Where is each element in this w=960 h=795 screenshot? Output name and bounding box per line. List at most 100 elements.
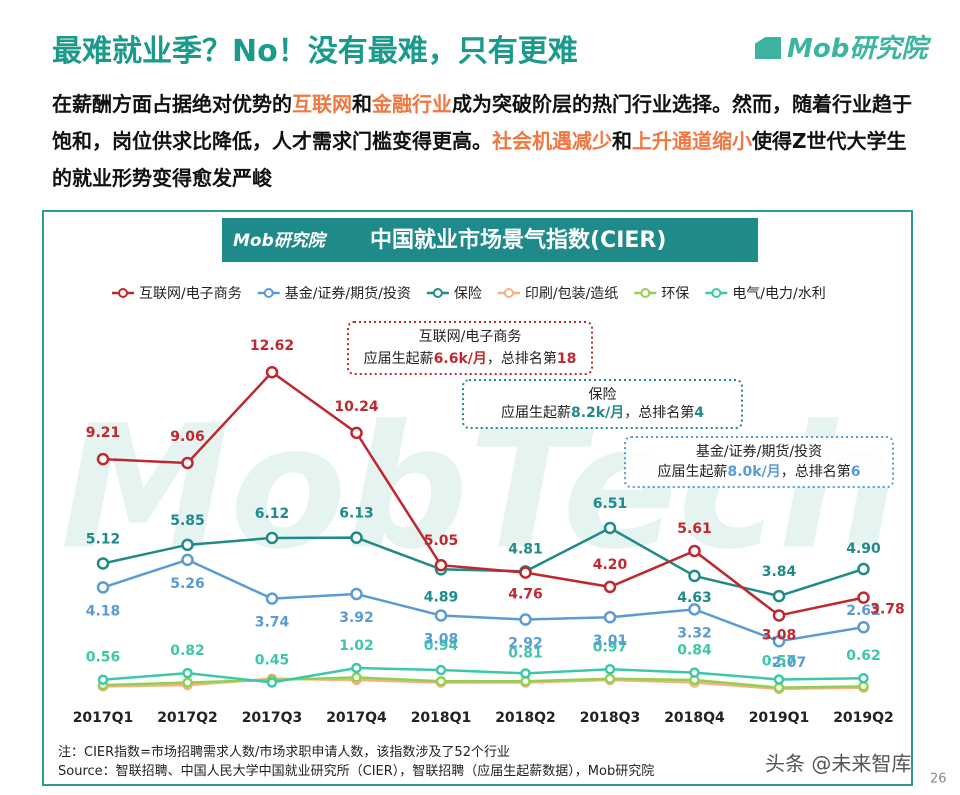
x-tick-label: 2019Q2 (833, 710, 894, 726)
annotation-part: ，总排名第 (624, 404, 694, 421)
data-point (182, 677, 193, 688)
data-label: 5.26 (170, 576, 205, 592)
x-tick-label: 2018Q3 (580, 710, 641, 726)
highlight: 互联网 (292, 92, 352, 116)
x-tick-label: 2017Q2 (157, 710, 218, 726)
series-line (102, 676, 864, 689)
data-point (519, 613, 532, 626)
text: 使得Z世代大学生的就业形势变得愈发严峻 (52, 129, 907, 190)
data-label: 3.08 (424, 631, 459, 647)
data-label: 0.81 (508, 645, 543, 661)
x-tick-label: 2018Q4 (664, 710, 725, 726)
data-label: 0.84 (677, 643, 712, 659)
data-label: 0.97 (593, 639, 628, 655)
text: 成为突破阶层的热门行业选择。然而，随着行业趋于饱和，岗位供求比降低，人才需求门槛… (52, 92, 912, 153)
x-tick-label: 2018Q2 (495, 710, 556, 726)
footnote: 注：CIER指数=市场招聘需求人数/市场求职申请人数，该指数涉及了52个行业 (58, 745, 510, 760)
data-point (857, 620, 870, 634)
data-point (435, 676, 447, 687)
annotation-title: 基金/证券/期货/投资 (696, 443, 822, 460)
annotation-part: ，总排名第 (487, 350, 557, 367)
annotation-text: 应届生起薪8.2k/月，总排名第4 (501, 404, 704, 421)
data-label: 3.78 (870, 602, 905, 618)
data-label: 5.12 (86, 531, 121, 547)
annotation-part: 18 (557, 351, 576, 367)
data-label: 4.89 (424, 589, 459, 605)
x-tick-label: 2017Q3 (242, 710, 303, 726)
data-point (857, 591, 870, 604)
data-label: 3.84 (762, 564, 797, 580)
data-label: 3.74 (255, 615, 290, 631)
legend-label: 电气/电力/水利 (732, 286, 825, 302)
data-point (265, 531, 279, 545)
data-point (604, 673, 616, 684)
data-point (858, 672, 869, 684)
data-point (519, 566, 532, 579)
annotation-title: 互联网/电子商务 (419, 329, 522, 345)
data-label: 4.76 (508, 587, 543, 603)
source: Source：智联招聘、中国人民大学中国就业研究所（CIER），智联招聘（应届生… (58, 764, 655, 779)
data-label: 6.51 (593, 496, 628, 512)
data-label: 5.85 (170, 513, 205, 529)
data-point (96, 581, 110, 594)
highlight: 社会机遇减少 (492, 129, 612, 153)
data-point (434, 609, 448, 622)
legend-label: 互联网/电子商务 (139, 286, 242, 302)
data-point (603, 610, 617, 624)
data-label: 4.20 (593, 557, 628, 573)
data-label: 3.01 (593, 633, 628, 649)
data-point (688, 569, 701, 583)
data-point (97, 674, 109, 685)
data-label: 9.21 (86, 425, 121, 441)
legend-marker (118, 288, 128, 298)
data-point (773, 682, 785, 693)
x-tick-label: 2017Q1 (73, 710, 134, 726)
data-label: 4.18 (86, 603, 121, 619)
data-point (351, 672, 362, 683)
banner-logo: Mob研究院 (233, 231, 328, 251)
data-label: 2.62 (846, 603, 881, 619)
series-line (102, 558, 864, 643)
data-label: 5.05 (424, 533, 459, 549)
data-label: 0.45 (255, 653, 290, 669)
data-label: 12.62 (250, 338, 294, 354)
data-label: 5.61 (677, 521, 712, 537)
data-point (435, 664, 447, 676)
annotation-part: ，总排名第 (781, 463, 851, 480)
data-point (182, 667, 193, 679)
data-point (181, 553, 194, 567)
legend-marker (432, 288, 443, 298)
watermark-credit: 头条 @未来智库 (765, 752, 911, 776)
annotation-part: 应届生起薪 (658, 463, 728, 480)
data-label: 0.57 (762, 653, 797, 669)
legend-label: 保险 (454, 286, 482, 302)
text: 和 (612, 129, 632, 153)
banner (222, 218, 758, 262)
annotation-part: 6 (851, 464, 861, 480)
legend-label: 环保 (661, 286, 689, 302)
x-tick-label: 2018Q1 (411, 710, 472, 726)
data-point (604, 664, 616, 675)
data-label: 2.92 (508, 636, 543, 652)
data-label: 3.32 (677, 625, 712, 641)
legend-marker (640, 288, 651, 298)
title: 最难就业季？No！没有最难，只有更难 (52, 34, 578, 69)
data-point (773, 674, 785, 685)
data-point (265, 592, 279, 605)
logo: Mob研究院 (755, 28, 927, 65)
data-label: 2.07 (772, 655, 807, 671)
legend-marker (503, 288, 514, 298)
data-label: 9.06 (170, 429, 205, 445)
data-point (181, 538, 194, 552)
legend-label: 印刷/包装/造纸 (525, 286, 618, 302)
series-line (102, 370, 864, 617)
x-tick-label: 2017Q4 (326, 710, 387, 726)
text: 和 (352, 92, 372, 116)
highlight: 金融行业 (372, 92, 452, 116)
data-label: 0.82 (170, 643, 205, 659)
annotation-part: 8.0k/月 (728, 464, 781, 480)
data-point (266, 677, 278, 688)
data-point (772, 589, 786, 603)
